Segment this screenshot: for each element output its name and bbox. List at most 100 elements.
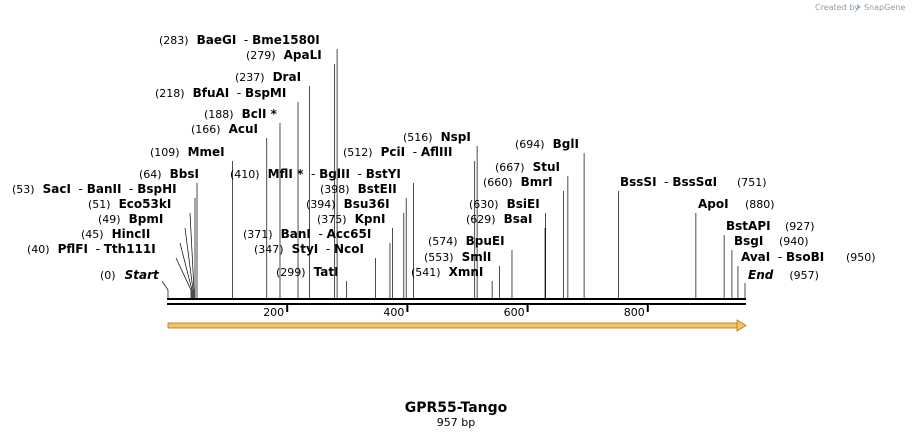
site-label-bbsi[interactable]: (64) BbsI — [139, 167, 199, 181]
site-label-smli[interactable]: (553) SmlI — [424, 250, 491, 264]
enzyme-name: Eco53kI — [119, 197, 172, 211]
site-label-xmni[interactable]: (541) XmnI — [411, 265, 483, 279]
site-label-hincii[interactable]: (45) HincII — [81, 227, 150, 241]
site-lines — [161, 49, 746, 298]
enzyme-name: BsiEI — [507, 197, 540, 211]
site-position: (188) — [204, 108, 234, 121]
site-position-bstapi: (927) — [785, 220, 815, 233]
site-position: (218) — [155, 87, 185, 100]
site-position: (512) — [343, 146, 373, 159]
site-label-bfuai[interactable]: (218) BfuAI - BspMI — [155, 86, 286, 100]
site-label-tati[interactable]: (299) TatI — [276, 265, 339, 279]
site-label-nspi[interactable]: (516) NspI — [403, 130, 471, 144]
enzyme-name: KpnI — [355, 212, 386, 226]
ruler-tick-label: 400 — [383, 306, 404, 319]
site-position: (51) — [88, 198, 111, 211]
feature-arrow-body[interactable] — [167, 322, 739, 329]
enzyme-name: BfuAI — [193, 86, 230, 100]
site-position: (394) — [306, 198, 336, 211]
site-label-bgli[interactable]: (694) BglI — [515, 137, 579, 151]
watermark-text: Created by — [815, 3, 859, 12]
enzyme-name: NspI — [441, 130, 471, 144]
site-label-bsssi[interactable]: BssSI - BssSαI — [620, 175, 717, 189]
enzyme-name: NcoI — [334, 242, 364, 256]
site-position-apoi: (880) — [745, 198, 775, 211]
site-line-hincii — [179, 242, 193, 298]
site-position: (53) — [12, 183, 35, 196]
enzyme-name: AflIII — [421, 145, 453, 159]
site-label-bani[interactable]: (371) BanI - Acc65I — [243, 227, 371, 241]
site-position: (629) — [466, 213, 496, 226]
enzyme-name: BspHI — [137, 182, 176, 196]
site-line-pflfi — [175, 257, 192, 298]
site-label-saci[interactable]: (53) SacI - BanII - BspHI — [12, 182, 177, 196]
enzyme-name: DraI — [273, 70, 301, 84]
site-position: (45) — [81, 228, 104, 241]
enzyme-name: BpuEI — [466, 234, 505, 248]
enzyme-name: MmeI — [188, 145, 225, 159]
site-label-bcli[interactable]: (188) BclI * — [204, 107, 278, 121]
enzyme-name: StuI — [533, 160, 560, 174]
enzyme-name: BaeGI — [197, 33, 237, 47]
start-marker: (0) Start — [100, 268, 160, 282]
site-position-bsgi: (940) — [779, 235, 809, 248]
enzyme-name: ApoI — [698, 197, 729, 211]
feature-arrow-head[interactable] — [736, 319, 747, 332]
enzyme-name: HincII — [112, 227, 151, 241]
site-label-pflfi[interactable]: (40) PflFI - Tth111I — [27, 242, 156, 256]
site-label-bstapi[interactable]: BstAPI — [726, 219, 771, 233]
site-position: (553) — [424, 251, 454, 264]
site-label-kpni[interactable]: (375) KpnI — [317, 212, 386, 226]
site-label-mmei[interactable]: (109) MmeI — [150, 145, 225, 159]
site-label-bsteii[interactable]: (398) BstEII — [320, 182, 397, 196]
site-label-apali[interactable]: (279) ApaLI — [246, 48, 322, 62]
backbone-bottom-strand — [167, 303, 746, 305]
enzyme-name: BglI — [553, 137, 579, 151]
enzyme-name: ApaLI — [284, 48, 322, 62]
site-label-pcli[interactable]: (512) PciI - AflIII — [343, 145, 452, 159]
enzyme-name: TatI — [314, 265, 339, 279]
enzyme-name: BspMI — [245, 86, 286, 100]
feature-arrow[interactable] — [167, 319, 747, 332]
site-position: (283) — [159, 34, 189, 47]
site-label-stui[interactable]: (667) StuI — [495, 160, 560, 174]
site-label-styi[interactable]: (347) StyI - NcoI — [254, 242, 364, 256]
site-label-eco53ki[interactable]: (51) Eco53kI — [88, 197, 171, 211]
site-position: (237) — [235, 71, 265, 84]
enzyme-name: BanI — [281, 227, 311, 241]
site-position: (299) — [276, 266, 306, 279]
site-label-bsai[interactable]: (629) BsaI — [466, 212, 532, 226]
site-label-bmri[interactable]: (660) BmrI — [483, 175, 553, 189]
site-label-drai[interactable]: (237) DraI — [235, 70, 301, 84]
site-position: (40) — [27, 243, 50, 256]
site-position-avai: (950) — [846, 251, 876, 264]
site-label-bsu36i[interactable]: (394) Bsu36I — [306, 197, 390, 211]
enzyme-name: BmrI — [521, 175, 553, 189]
enzyme-name: BsaI — [504, 212, 533, 226]
site-position: (660) — [483, 176, 513, 189]
site-position: (64) — [139, 168, 162, 181]
enzyme-name: BstYI — [366, 167, 401, 181]
enzyme-name: SacI — [43, 182, 71, 196]
site-position: (667) — [495, 161, 525, 174]
site-line-bpmi — [184, 227, 194, 298]
site-position: (166) — [191, 123, 221, 136]
site-label-apoi[interactable]: ApoI — [698, 197, 729, 211]
site-label-bsiei[interactable]: (630) BsiEI — [469, 197, 540, 211]
site-label-baegi[interactable]: (283) BaeGI - Bme1580I — [159, 33, 320, 47]
site-position: (574) — [428, 235, 458, 248]
enzyme-name: BstEII — [358, 182, 397, 196]
site-label-bpmi[interactable]: (49) BpmI — [98, 212, 163, 226]
site-line-eco53ki — [189, 212, 195, 298]
site-label-bsgi[interactable]: BsgI — [734, 234, 763, 248]
site-label-acui[interactable]: (166) AcuI — [191, 122, 258, 136]
enzyme-name: PflFI — [58, 242, 88, 256]
site-position: (410) — [230, 168, 260, 181]
site-label-bpuei[interactable]: (574) BpuEI — [428, 234, 505, 248]
enzyme-name: BssSαI — [672, 175, 717, 189]
site-label-avai[interactable]: AvaI - BsoBI — [741, 250, 824, 264]
site-label-mfli[interactable]: (410) MflI * - BglII - BstYI — [230, 167, 401, 181]
site-position: (541) — [411, 266, 441, 279]
ruler-tick-label: 800 — [624, 306, 645, 319]
